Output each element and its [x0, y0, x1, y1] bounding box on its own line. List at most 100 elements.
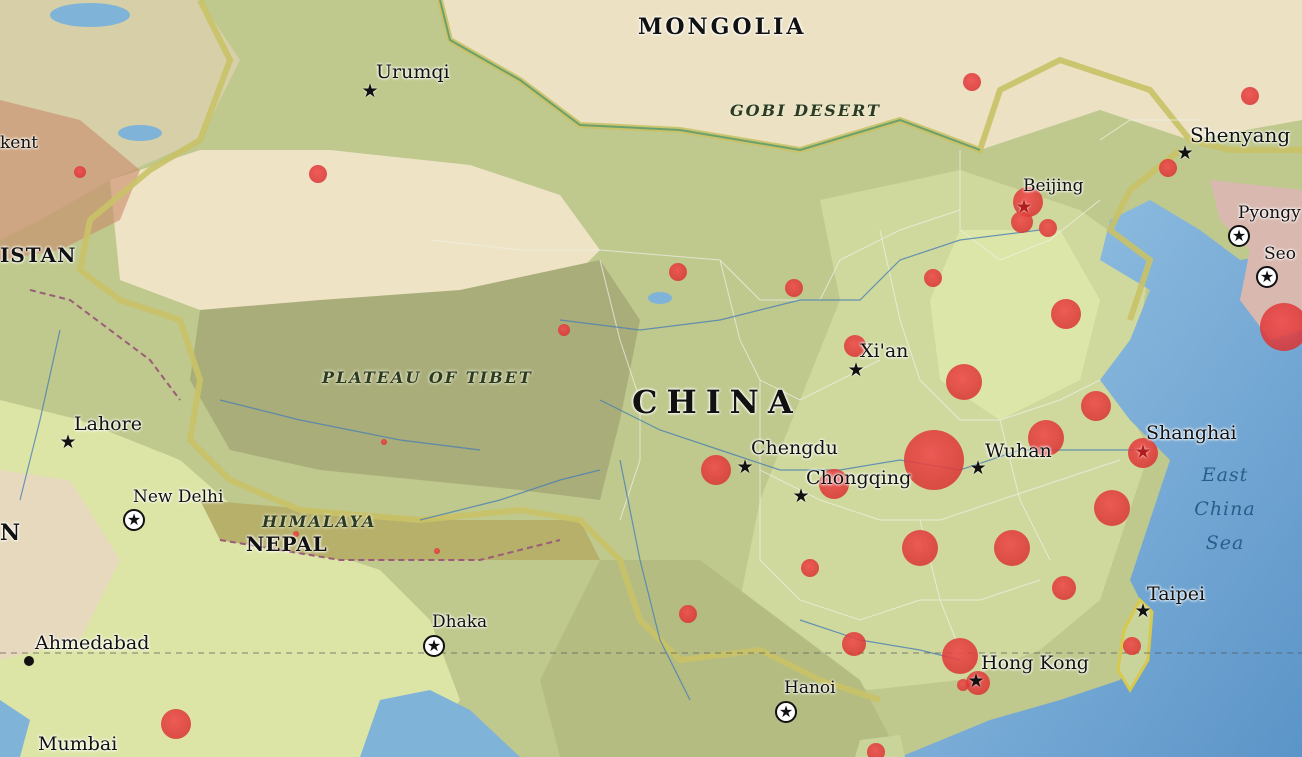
data-bubble[interactable] [1051, 299, 1081, 329]
data-bubble[interactable] [904, 430, 964, 490]
city-label-beijing: Beijing [1023, 176, 1084, 196]
data-bubble[interactable] [946, 364, 982, 400]
city-label-hanoi: Hanoi [784, 678, 836, 698]
region-label-gobi: GOBI DESERT [730, 101, 881, 120]
data-bubble[interactable] [1011, 211, 1033, 233]
city-marker-xian[interactable]: ★ [847, 359, 865, 381]
bay-of-bengal [360, 690, 520, 757]
city-label-ahmedabad: Ahmedabad [35, 632, 150, 654]
city-label-kent: kent [0, 133, 39, 153]
country-label-n: N [0, 520, 24, 546]
city-marker-new-delhi[interactable]: ★ [123, 509, 145, 531]
data-bubble[interactable] [381, 439, 387, 445]
mongolia-land [440, 0, 1302, 150]
data-bubble[interactable] [1028, 420, 1064, 456]
data-bubble[interactable] [819, 469, 849, 499]
himalaya-strip [200, 500, 600, 560]
data-bubble[interactable] [924, 269, 942, 287]
data-bubble[interactable] [1128, 438, 1158, 468]
data-bubble[interactable] [1241, 87, 1259, 105]
kyrgyz-land [0, 100, 140, 260]
taklamakan-desert [110, 150, 600, 320]
city-label-taipei: Taipei [1147, 583, 1206, 605]
lake-issyk [118, 125, 162, 141]
data-bubble[interactable] [994, 530, 1030, 566]
city-marker-hong-kong[interactable]: ★ [967, 670, 985, 692]
city-label-seoul: Seo [1264, 244, 1296, 264]
data-bubble[interactable] [801, 559, 819, 577]
province-lines [429, 119, 1200, 651]
city-marker-dhaka[interactable]: ★ [423, 635, 445, 657]
data-bubble[interactable] [1094, 490, 1130, 526]
city-label-hong-kong: Hong Kong [981, 652, 1089, 674]
city-marker-beijing[interactable]: ★ [1015, 196, 1033, 218]
data-bubble[interactable] [558, 324, 570, 336]
city-marker-taipei[interactable]: ★ [1134, 600, 1152, 622]
region-label-tibet: PLATEAU OF TIBET [322, 368, 533, 387]
arabian-sea [0, 700, 30, 757]
korea-land [1210, 180, 1302, 340]
city-label-chengdu: Chengdu [751, 437, 838, 459]
data-bubble[interactable] [669, 263, 687, 281]
india-land [0, 400, 460, 757]
data-bubble[interactable] [902, 530, 938, 566]
city-marker-lahore[interactable]: ★ [59, 431, 77, 453]
city-marker-shenyang[interactable]: ★ [1176, 142, 1194, 164]
city-label-wuhan: Wuhan [985, 440, 1052, 462]
data-bubble[interactable] [957, 679, 969, 691]
tibet-plateau [190, 260, 640, 500]
city-marker-seoul[interactable]: ★ [1256, 266, 1278, 288]
country-label-mongolia: MONGOLIA [638, 14, 807, 40]
data-bubble[interactable] [867, 743, 885, 757]
bubble-layer [74, 73, 1302, 757]
country-label-istan: ISTAN [0, 243, 77, 267]
city-marker-chengdu[interactable]: ★ [736, 456, 754, 478]
data-bubble[interactable] [1123, 637, 1141, 655]
se-asia-land [540, 560, 900, 757]
city-label-urumqi: Urumqi [376, 61, 450, 83]
city-marker-hanoi[interactable]: ★ [775, 701, 797, 723]
east-sea [900, 200, 1302, 757]
data-bubble[interactable] [785, 279, 803, 297]
data-bubble[interactable] [1013, 187, 1043, 217]
data-bubble[interactable] [701, 455, 731, 485]
data-bubble[interactable] [942, 638, 978, 674]
city-marker-wuhan[interactable]: ★ [969, 457, 987, 479]
sea-label-east-china-sea: East China Sea [1194, 464, 1256, 554]
data-bubble[interactable] [842, 632, 866, 656]
data-bubble[interactable] [844, 335, 866, 357]
data-bubble[interactable] [1260, 303, 1302, 351]
data-bubble[interactable] [309, 165, 327, 183]
city-marker-urumqi[interactable]: ★ [361, 80, 379, 102]
data-bubble[interactable] [1052, 576, 1076, 600]
city-marker-ahmedabad[interactable] [24, 656, 34, 666]
lake-balkhash [50, 3, 130, 27]
kashmir-border [29, 289, 181, 401]
city-label-shenyang: Shenyang [1190, 123, 1291, 147]
city-label-pyongyang: Pyongy [1238, 203, 1301, 223]
city-marker-chongqing[interactable]: ★ [792, 485, 810, 507]
border-west-south [76, 0, 881, 703]
city-label-mumbai: Mumbai [38, 733, 118, 755]
data-bubble[interactable] [74, 166, 86, 178]
city-label-chongqing: Chongqing [806, 467, 912, 489]
country-label-china: CHINA [632, 383, 802, 421]
data-bubble[interactable] [293, 531, 299, 537]
data-bubble[interactable] [1159, 159, 1177, 177]
data-bubble[interactable] [963, 73, 981, 91]
city-marker-pyongyang[interactable]: ★ [1228, 225, 1250, 247]
city-marker-shanghai[interactable]: ★ [1134, 441, 1152, 463]
city-label-lahore: Lahore [74, 413, 142, 435]
city-label-xian: Xi'an [860, 340, 909, 362]
city-label-dhaka: Dhaka [432, 612, 488, 632]
data-bubble[interactable] [1039, 219, 1057, 237]
data-bubble[interactable] [679, 605, 697, 623]
data-bubble[interactable] [161, 709, 191, 739]
data-bubble[interactable] [966, 671, 990, 695]
data-bubble[interactable] [434, 548, 440, 554]
city-label-new-delhi: New Delhi [133, 487, 224, 507]
border-northeast [1106, 147, 1182, 321]
data-bubble[interactable] [1081, 391, 1111, 421]
